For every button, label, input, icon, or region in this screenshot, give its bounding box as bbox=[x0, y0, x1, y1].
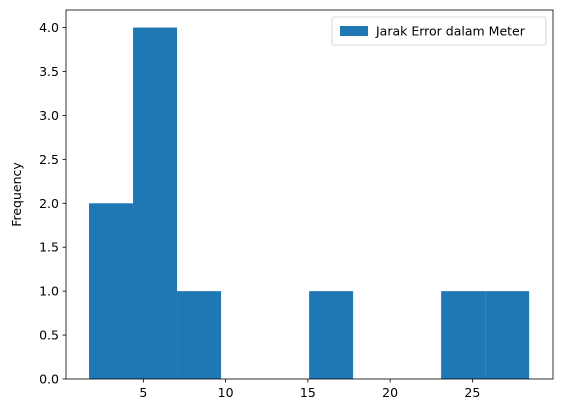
x-tick-label: 10 bbox=[218, 385, 234, 400]
x-tick-label: 15 bbox=[300, 385, 316, 400]
legend-swatch bbox=[340, 26, 368, 36]
histogram-bar-1 bbox=[133, 27, 178, 379]
histogram-bar-5 bbox=[309, 291, 354, 379]
y-tick-label: 1.0 bbox=[39, 284, 59, 299]
x-tick-label: 20 bbox=[382, 385, 398, 400]
x-tick-label: 25 bbox=[464, 385, 480, 400]
y-tick-label: 0.0 bbox=[39, 372, 59, 387]
y-tick-label: 3.5 bbox=[39, 64, 59, 79]
plot-frame bbox=[65, 9, 554, 380]
y-tick-label: 3.0 bbox=[39, 108, 59, 123]
y-tick-label: 1.5 bbox=[39, 240, 59, 255]
histogram-bar-8 bbox=[441, 291, 486, 379]
y-tick-label: 2.0 bbox=[39, 196, 59, 211]
y-tick-label: 0.5 bbox=[39, 328, 59, 343]
y-axis-label: Frequency bbox=[9, 162, 24, 227]
y-axis-ticks: 0.0 0.5 1.0 1.5 2.0 2.5 3.0 3.5 4.0 bbox=[39, 20, 66, 387]
histogram-bar-9 bbox=[485, 291, 530, 379]
bars-group bbox=[89, 27, 530, 379]
histogram-bar-2 bbox=[177, 291, 222, 379]
x-tick-label: 5 bbox=[139, 385, 147, 400]
legend-box bbox=[331, 16, 547, 46]
x-axis-ticks: 5 10 15 20 25 bbox=[139, 379, 480, 400]
legend: Jarak Error dalam Meter bbox=[331, 16, 547, 46]
histogram-bar-0 bbox=[89, 203, 134, 379]
y-tick-label: 4.0 bbox=[39, 20, 59, 35]
legend-label: Jarak Error dalam Meter bbox=[375, 24, 526, 39]
y-tick-label: 2.5 bbox=[39, 152, 59, 167]
